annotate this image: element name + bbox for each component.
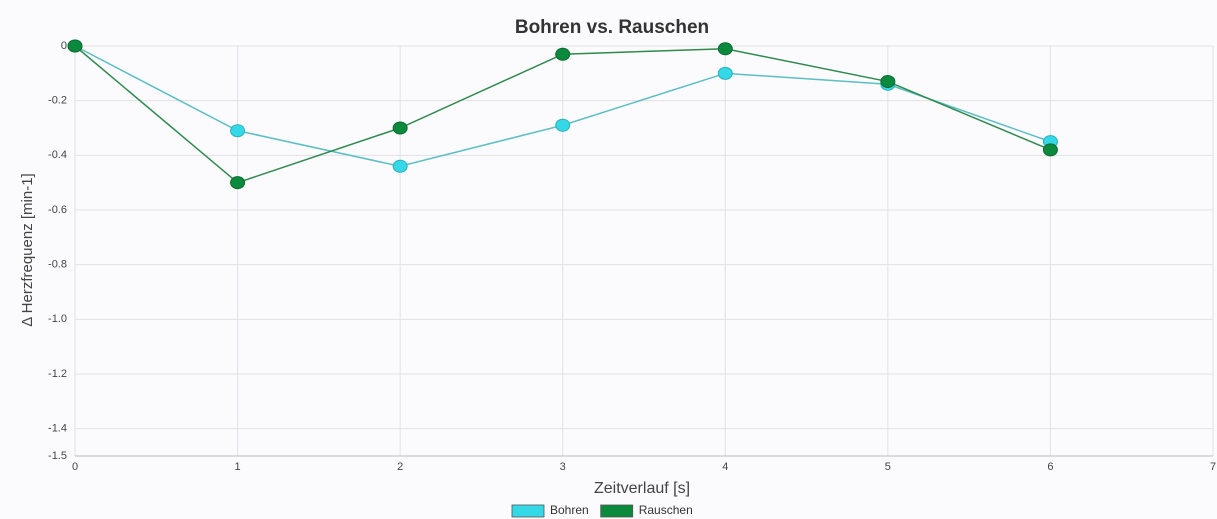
data-point (230, 176, 246, 190)
x-axis-title: Zeitverlauf [s] (594, 480, 690, 497)
x-tick-label: 0 (72, 461, 78, 473)
x-tick-label: 5 (885, 461, 891, 473)
y-tick-label: -0.8 (48, 259, 67, 271)
y-tick-label: -0.2 (48, 95, 67, 107)
y-tick-label: -0.6 (48, 204, 67, 216)
data-point (392, 159, 408, 173)
y-tick-label: -1.0 (48, 313, 67, 325)
legend-label: Rauschen (639, 503, 693, 517)
x-tick-label: 3 (560, 461, 566, 473)
y-tick-label: -1.4 (48, 423, 67, 435)
y-tick-label: -1.5 (48, 450, 67, 462)
y-axis-title: Δ Herzfrequenz [min-1] (19, 173, 36, 326)
x-tick-label: 6 (1047, 461, 1053, 473)
data-point (555, 47, 571, 61)
x-tick-label: 4 (722, 461, 728, 473)
legend-label: Bohren (550, 503, 589, 517)
data-point (392, 121, 408, 135)
legend-swatch (511, 504, 545, 518)
data-point (880, 75, 896, 89)
data-point (67, 39, 83, 53)
data-point (1042, 143, 1058, 157)
x-tick-label: 1 (235, 461, 241, 473)
y-tick-label: -0.4 (48, 149, 67, 161)
data-point (717, 42, 733, 56)
y-tick-label: -1.2 (48, 368, 67, 380)
x-tick-label: 7 (1210, 461, 1216, 473)
chart-title: Bohren vs. Rauschen (515, 17, 709, 38)
x-tick-label: 2 (397, 461, 403, 473)
data-point (230, 124, 246, 138)
y-tick-label: 0 (61, 40, 67, 52)
data-point (555, 118, 571, 132)
legend-swatch (600, 504, 634, 518)
data-point (717, 66, 733, 80)
